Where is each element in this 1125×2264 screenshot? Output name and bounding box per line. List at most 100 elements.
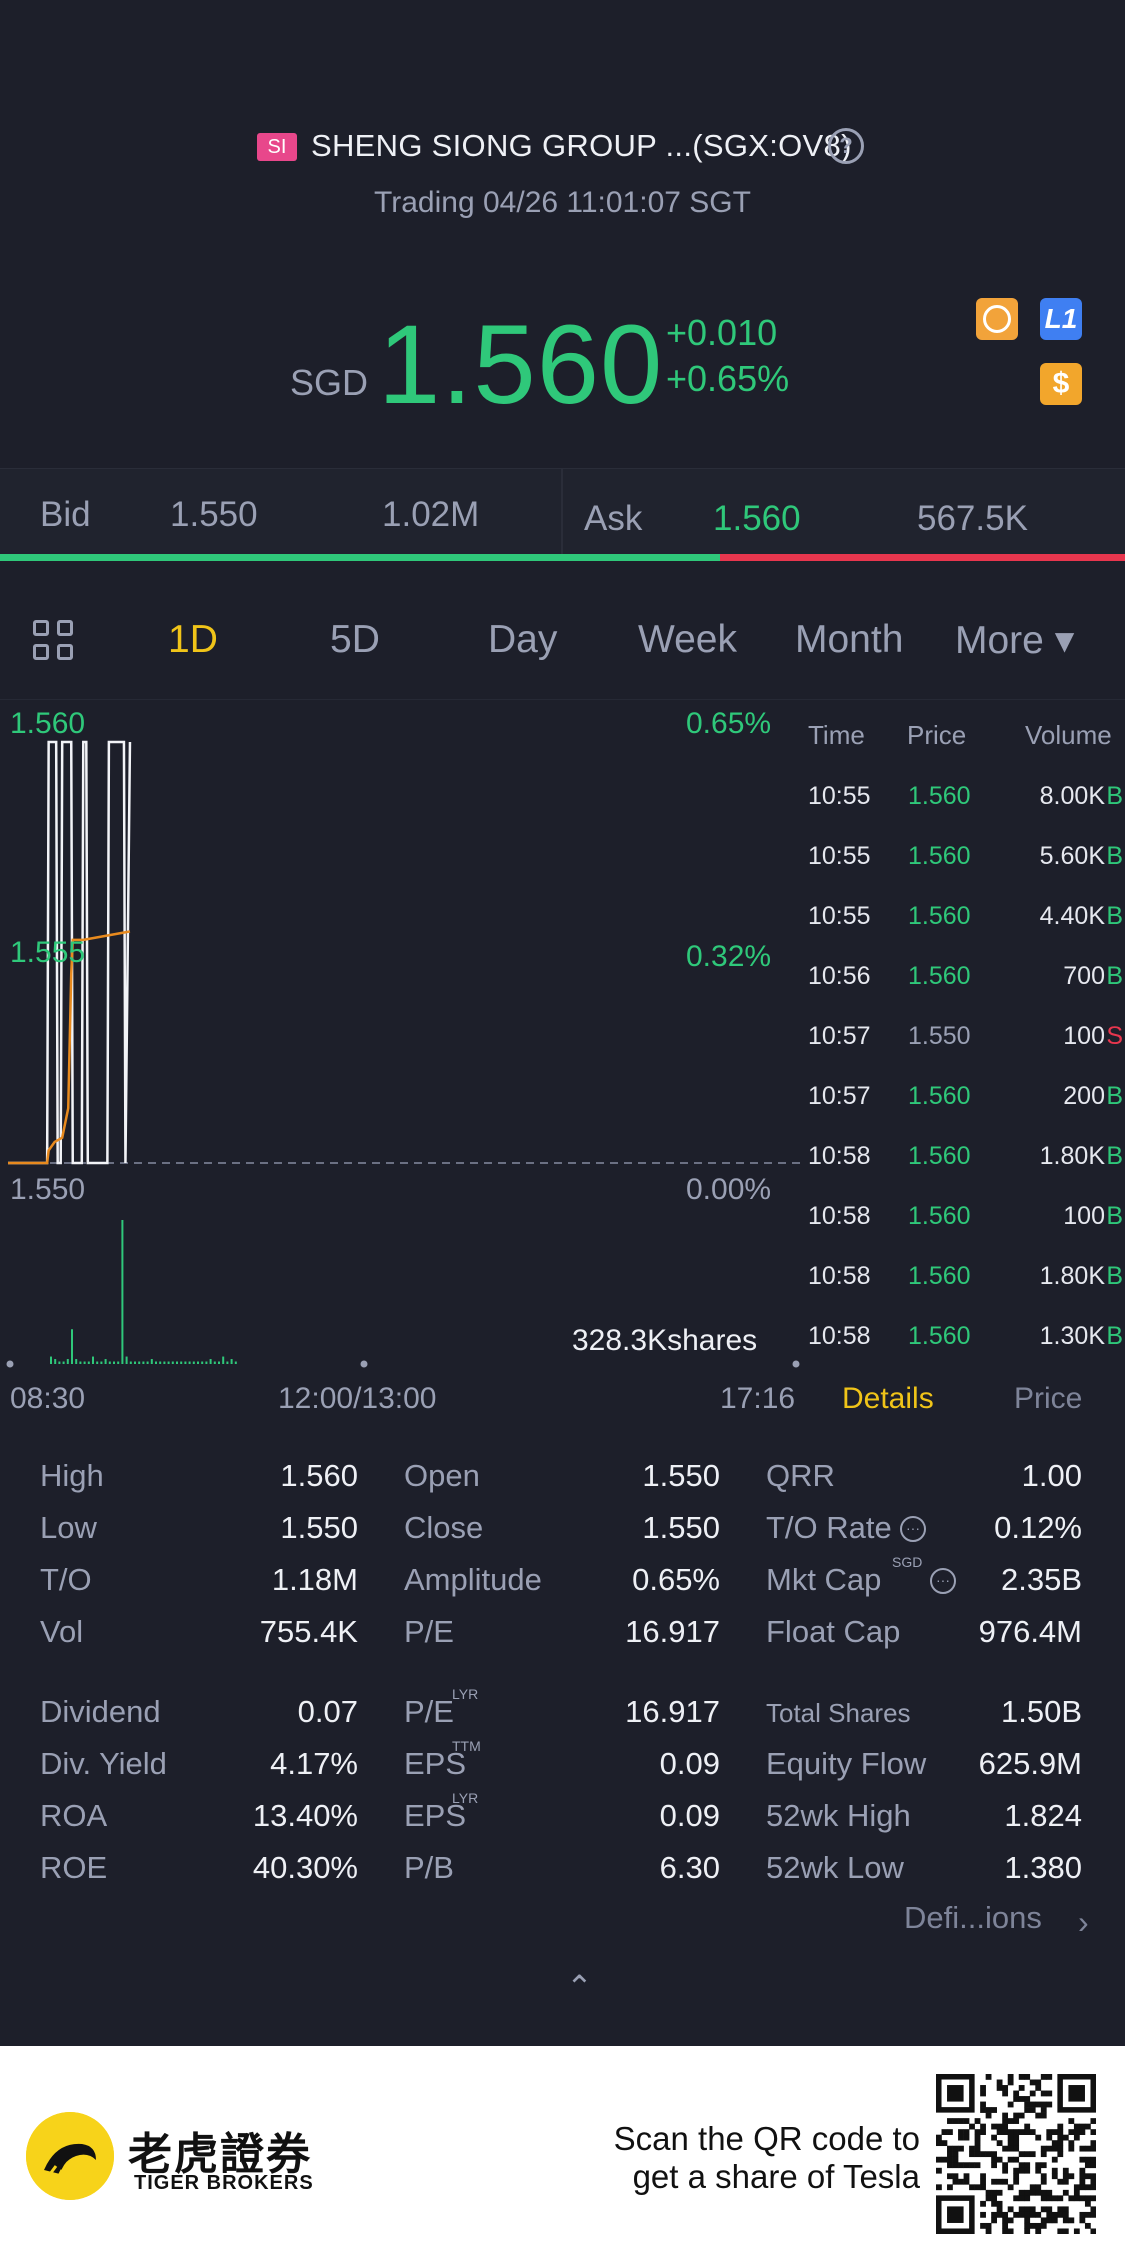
- volume-bar: [96, 1361, 99, 1364]
- definitions-link[interactable]: Defi...ions: [904, 1900, 1042, 1935]
- no-short-icon[interactable]: [976, 298, 1018, 340]
- detail-label: High: [40, 1458, 104, 1493]
- volume-bar: [192, 1361, 195, 1364]
- trade-row: 10:57 1.550 100 S: [800, 1022, 1125, 1082]
- price-change: +0.010: [666, 312, 778, 353]
- tab-more[interactable]: More ▾: [955, 619, 1075, 662]
- volume-bar: [79, 1361, 82, 1364]
- detail-value: 625.9M: [978, 1746, 1082, 1781]
- quote-header: SI SHENG SIONG GROUP ...(SGX:OV8) ? Trad…: [0, 0, 1125, 468]
- bid-ask-divider: [561, 469, 563, 561]
- brand-name-cn: 老虎證券: [128, 2130, 312, 2179]
- volume-total: 328.3Kshares: [572, 1324, 758, 1357]
- trade-time: 10:55: [808, 782, 871, 810]
- chevron-up-icon[interactable]: ⌃: [566, 1969, 593, 2005]
- volume-bar: [184, 1361, 187, 1364]
- trade-volume: 100: [1063, 1202, 1105, 1230]
- dollar-icon[interactable]: $: [1040, 363, 1082, 405]
- trade-volume: 200: [1063, 1082, 1105, 1110]
- volume-bar: [125, 1356, 128, 1364]
- volume-bar: [104, 1359, 107, 1364]
- tab-1d[interactable]: 1D: [168, 618, 218, 661]
- detail-value: 0.09: [659, 1798, 720, 1833]
- trade-time: 10:58: [808, 1322, 871, 1350]
- trade-side: B: [1106, 902, 1123, 930]
- help-icon[interactable]: ?: [828, 128, 864, 164]
- volume-bar: [218, 1361, 220, 1364]
- trade-price: 1.560: [908, 1262, 971, 1290]
- stock-title[interactable]: SHENG SIONG GROUP ...(SGX:OV8): [311, 128, 852, 163]
- chevron-right-icon[interactable]: ›: [1078, 1904, 1089, 1940]
- y-tick-mid: 1.555: [10, 936, 86, 969]
- volume-bar: [142, 1361, 145, 1364]
- average-price-line: [8, 930, 131, 1165]
- trade-price: 1.560: [908, 962, 971, 990]
- tab-price[interactable]: Price: [1014, 1382, 1083, 1415]
- trade-row: 10:56 1.560 700 B: [800, 962, 1125, 1022]
- trading-status: Trading 04/26 11:01:07 SGT: [374, 186, 751, 219]
- trade-price: 1.560: [908, 1202, 971, 1230]
- axis-marker: [6, 1360, 14, 1368]
- grid-icon[interactable]: [33, 620, 75, 662]
- volume-bar: [188, 1361, 191, 1364]
- detail-label: P/B: [404, 1850, 454, 1885]
- tab-5d[interactable]: 5D: [330, 618, 380, 661]
- volume-bar: [226, 1361, 229, 1364]
- volume-bar: [209, 1359, 212, 1364]
- level1-icon[interactable]: L1: [1040, 298, 1082, 340]
- volume-bar: [201, 1361, 204, 1364]
- trade-row: 10:55 1.560 8.00K B: [800, 782, 1125, 842]
- detail-value: 1.380: [1004, 1850, 1082, 1885]
- trade-row: 10:58 1.560 1.80K B: [800, 1142, 1125, 1202]
- qr-code[interactable]: [936, 2074, 1096, 2234]
- detail-value: 4.17%: [270, 1746, 358, 1781]
- detail-value: 16.917: [625, 1694, 720, 1729]
- trade-time: 10:58: [808, 1142, 871, 1170]
- trade-side: B: [1106, 1142, 1123, 1170]
- detail-label: Low: [40, 1510, 97, 1545]
- axis-marker: [360, 1360, 368, 1368]
- trades-header-volume: Volume: [1025, 720, 1112, 750]
- volume-bar: [171, 1361, 174, 1364]
- y-tick-pct-mid: 0.32%: [686, 940, 772, 973]
- volume-bar: [71, 1329, 73, 1364]
- y-tick-pct-high: 0.65%: [686, 707, 772, 740]
- detail-value: 1.00: [1021, 1458, 1082, 1493]
- tab-details[interactable]: Details: [842, 1382, 934, 1415]
- detail-superscript: SGD: [892, 1554, 923, 1570]
- detail-value: 1.560: [280, 1458, 358, 1493]
- volume-bar: [176, 1361, 178, 1364]
- tiger-logo-icon: [26, 2112, 114, 2200]
- info-icon[interactable]: ···: [900, 1516, 926, 1542]
- intraday-chart[interactable]: [0, 700, 800, 1380]
- trade-ticks[interactable]: Time Price Volume 10:55 1.560 8.00K B 10:55 1…: [800, 700, 1125, 1360]
- ask-ratio-bar: [720, 554, 1125, 561]
- detail-label: ROE: [40, 1850, 108, 1885]
- detail-label: EPS: [404, 1746, 467, 1781]
- tab-week[interactable]: Week: [638, 618, 737, 661]
- volume-bar: [138, 1361, 141, 1364]
- detail-label: Float Cap: [766, 1614, 901, 1649]
- info-icon[interactable]: ···: [930, 1568, 956, 1594]
- price-line: [8, 740, 132, 1165]
- detail-value: 0.12%: [994, 1510, 1082, 1545]
- detail-value: 40.30%: [252, 1850, 358, 1885]
- trade-volume: 4.40K: [1039, 902, 1105, 930]
- tab-month[interactable]: Month: [795, 618, 904, 661]
- trade-time: 10:55: [808, 842, 871, 870]
- trade-time: 10:56: [808, 962, 871, 990]
- volume-bar: [129, 1361, 132, 1364]
- trade-side: S: [1106, 1022, 1123, 1050]
- volume-bar: [75, 1359, 78, 1364]
- volume-bar: [117, 1361, 120, 1364]
- detail-label: ROA: [40, 1798, 108, 1833]
- tab-day[interactable]: Day: [488, 618, 558, 661]
- detail-value: 13.40%: [252, 1798, 358, 1833]
- volume-bar: [62, 1361, 65, 1364]
- y-tick-pct-low: 0.00%: [686, 1173, 772, 1206]
- exchange-badge: SI: [257, 133, 297, 161]
- ask-label: Ask: [584, 499, 643, 538]
- bid-size: 1.02M: [382, 495, 480, 534]
- detail-value: 1.550: [642, 1458, 720, 1493]
- trade-price: 1.560: [908, 1322, 971, 1350]
